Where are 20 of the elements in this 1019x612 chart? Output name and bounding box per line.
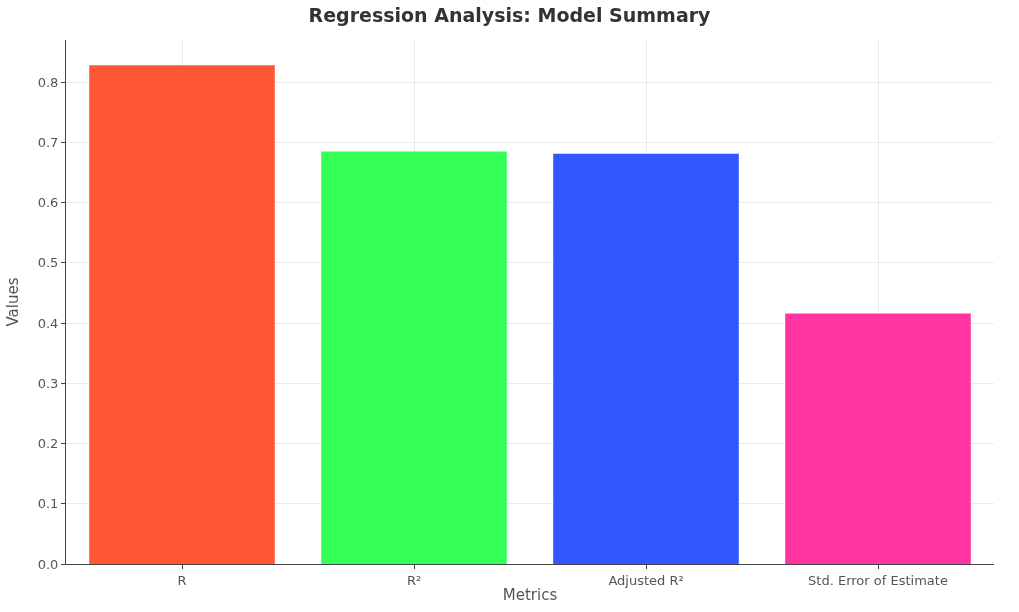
bar bbox=[89, 65, 275, 564]
x-tick-label: R bbox=[177, 572, 187, 588]
x-axis-title: Metrics bbox=[502, 585, 558, 604]
bar bbox=[321, 151, 507, 564]
x-tick-label: R² bbox=[406, 572, 422, 588]
y-tick-label: 0.4 bbox=[37, 315, 59, 331]
y-tick-label: 0.7 bbox=[37, 134, 59, 150]
y-tick-label: 0.5 bbox=[37, 255, 59, 271]
y-tick-label: 0.3 bbox=[37, 375, 59, 391]
x-tick-label: Adjusted R² bbox=[608, 572, 684, 588]
y-tick-label: 0.2 bbox=[37, 436, 59, 452]
bar bbox=[785, 313, 971, 564]
y-tick-label: 0.6 bbox=[37, 195, 59, 211]
y-tick-label: 0.0 bbox=[37, 556, 59, 572]
y-tick-label: 0.8 bbox=[37, 74, 59, 90]
y-tick-label: 0.1 bbox=[37, 496, 59, 512]
bar bbox=[553, 153, 739, 564]
y-axis-title: Values bbox=[3, 277, 22, 327]
x-tick-label: Std. Error of Estimate bbox=[808, 572, 948, 588]
chart-title: Regression Analysis: Model Summary bbox=[308, 4, 712, 27]
